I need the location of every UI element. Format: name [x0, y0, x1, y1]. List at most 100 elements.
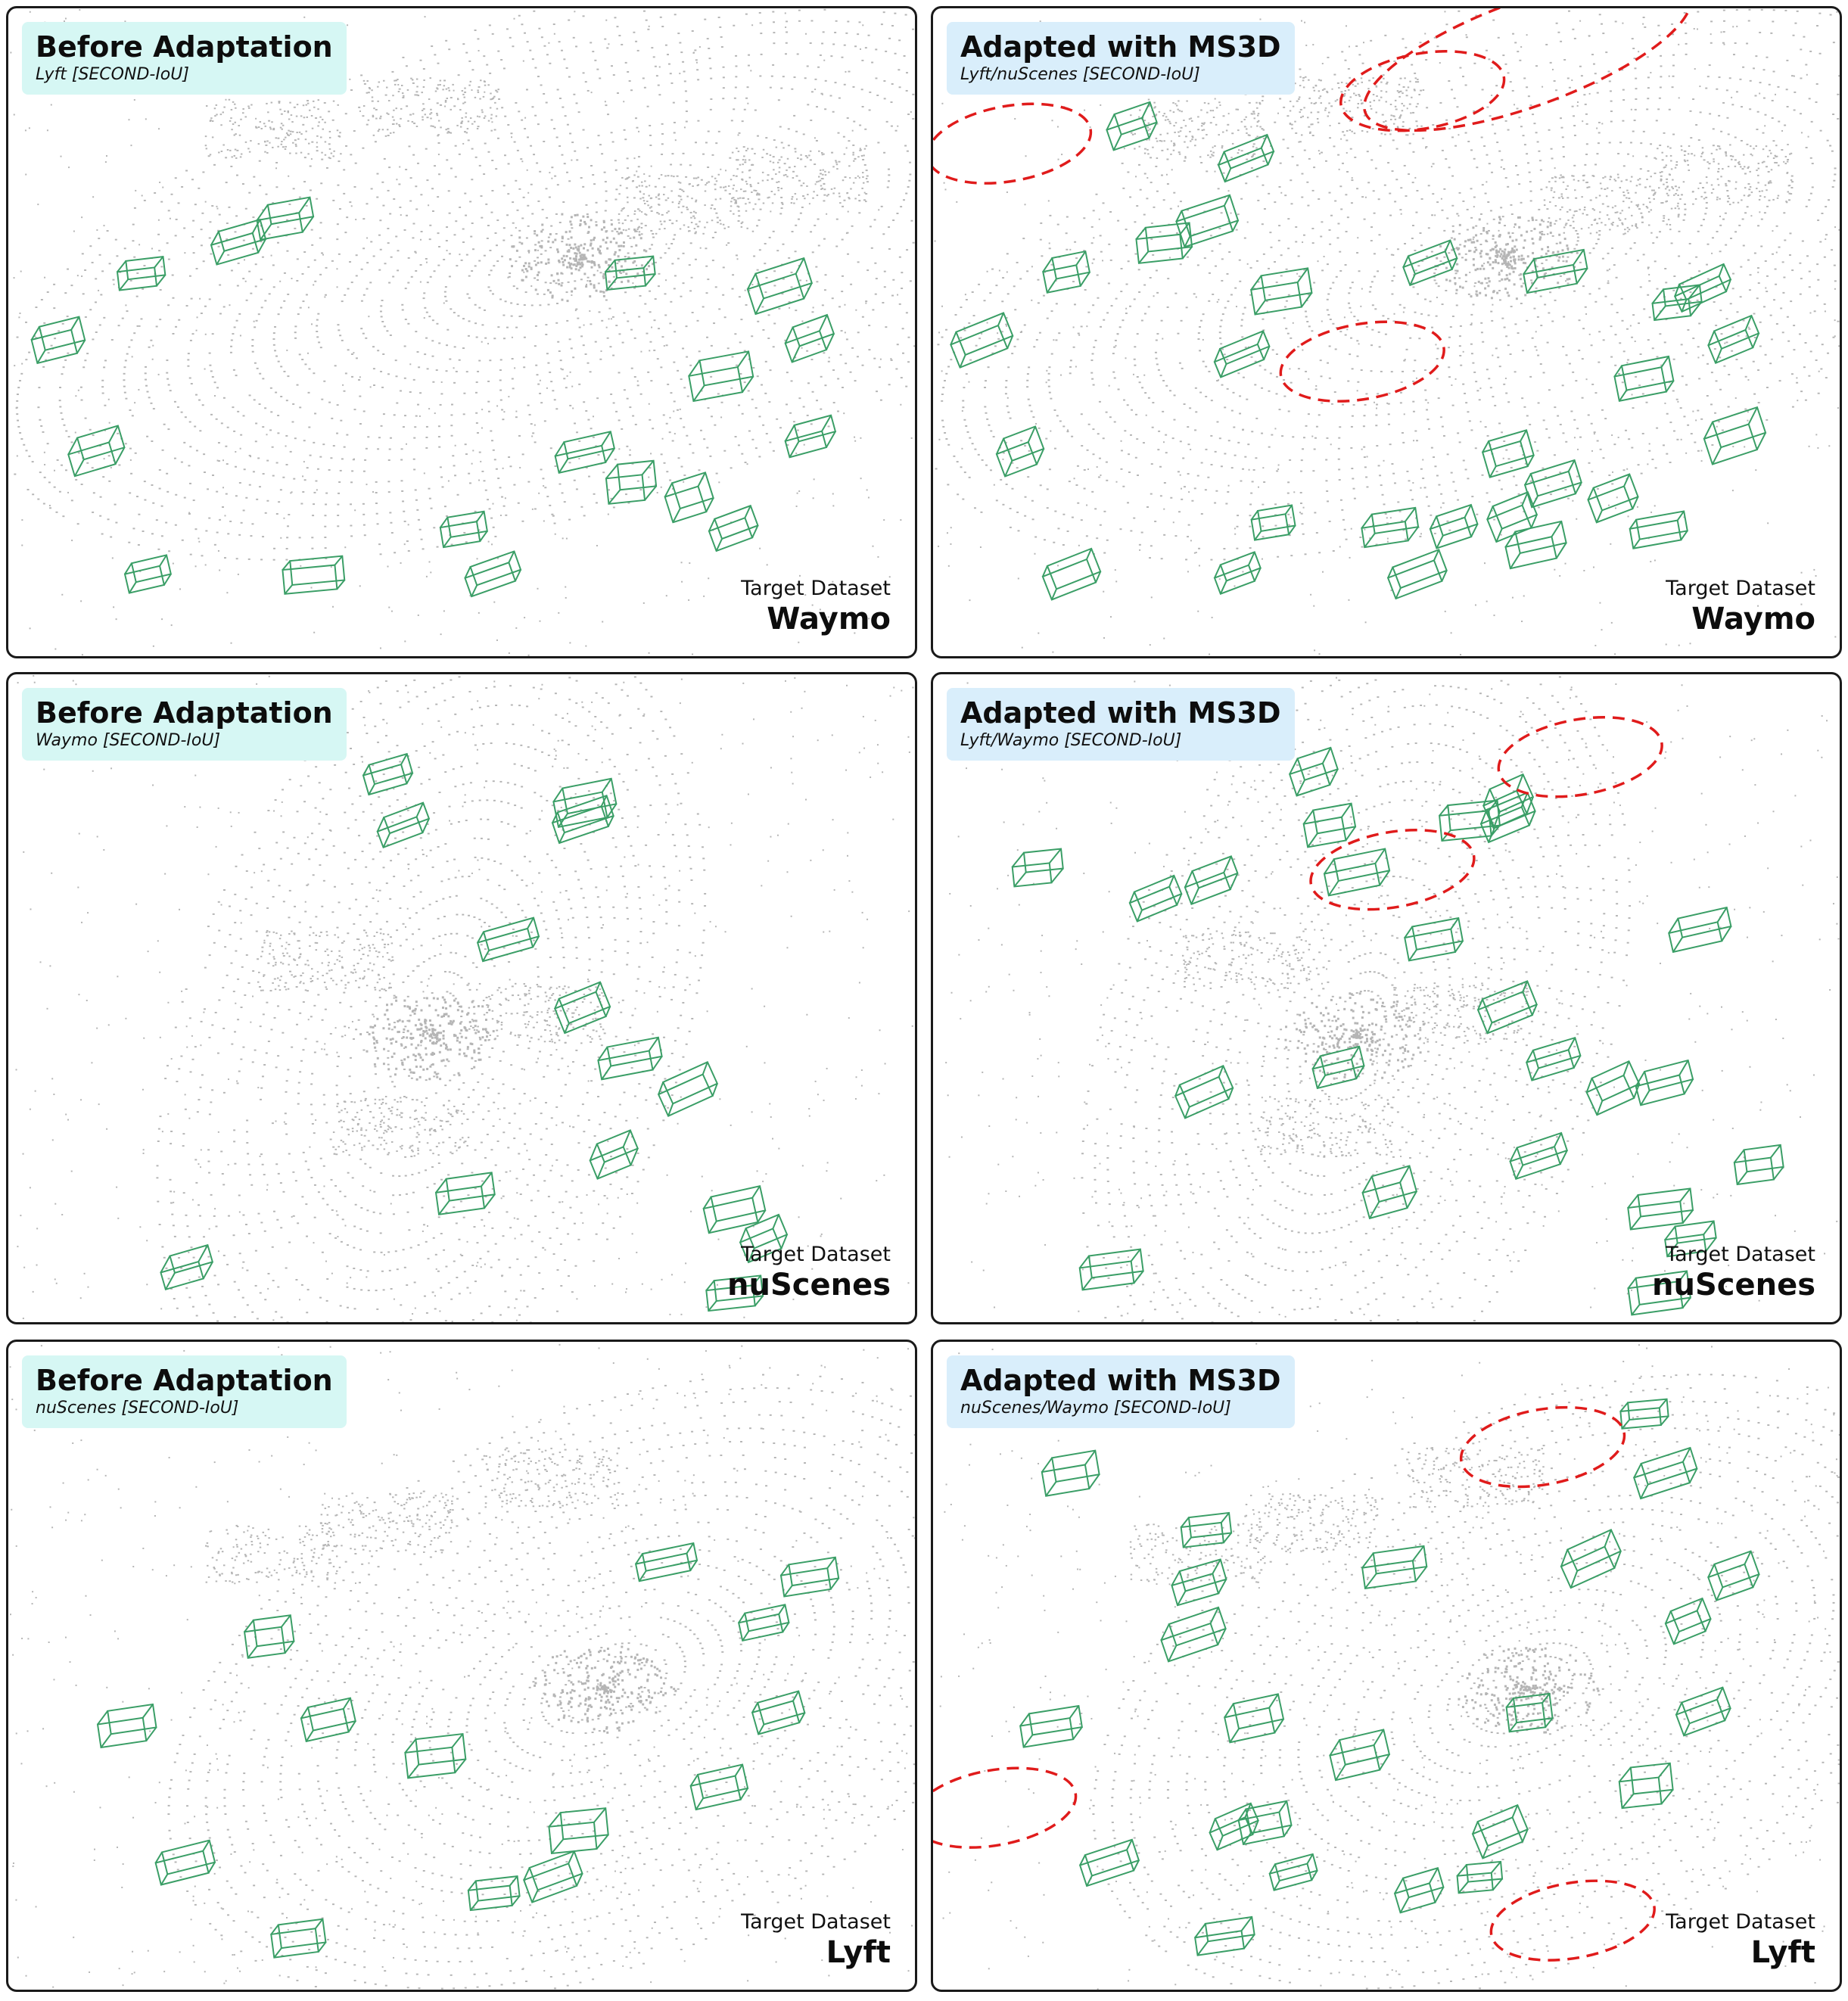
bounding-box [751, 1690, 806, 1735]
bounding-box [1481, 429, 1535, 478]
bounding-box [1733, 1144, 1784, 1186]
panel-lyft-to-waymo-adapted: Adapted with MS3D Lyft/nuScenes [SECOND-… [931, 6, 1842, 658]
bounding-box [1311, 1045, 1365, 1090]
detection-boxes [950, 101, 1767, 601]
bounding-box [554, 431, 616, 475]
target-name: nuScenes [1651, 1268, 1815, 1302]
method-title: Adapted with MS3D [960, 696, 1281, 730]
method-label: Adapted with MS3D nuScenes/Waymo [SECOND… [947, 1355, 1295, 1428]
bounding-box [1627, 1187, 1694, 1231]
bounding-box [1664, 1597, 1712, 1645]
detection-boxes [1019, 1398, 1760, 1956]
bounding-box [1629, 510, 1688, 549]
bounding-box [96, 1703, 157, 1749]
panel-nuscenes-to-lyft-adapted: Adapted with MS3D nuScenes/Waymo [SECOND… [931, 1340, 1842, 1992]
bounding-box [1329, 1729, 1391, 1782]
point-cloud-scene [945, 676, 1840, 1322]
source-model: nuScenes [SECOND-IoU] [36, 1399, 239, 1418]
target-name: Lyft [1750, 1935, 1815, 1970]
point-cloud-scene [9, 1343, 915, 1990]
lidar-points [15, 674, 914, 1322]
bounding-box [1288, 746, 1339, 797]
bounding-box [1619, 1398, 1669, 1430]
point-cloud-scene [933, 1343, 1840, 1990]
highlight-ellipse [1363, 8, 1693, 132]
bounding-box [708, 504, 759, 552]
bounding-box [551, 795, 614, 845]
bounding-box [1106, 101, 1158, 151]
lidar-points [939, 1343, 1840, 1990]
detection-boxes [30, 196, 837, 598]
bounding-box [1171, 1558, 1227, 1607]
source-model: Lyft [SECOND-IoU] [36, 65, 189, 84]
bounding-box [1011, 848, 1064, 888]
bounding-box [362, 752, 414, 796]
target-name: nuScenes [726, 1268, 891, 1302]
method-title: Before Adaptation [36, 30, 333, 64]
method-label: Before Adaptation nuScenes [SECOND-IoU] [22, 1355, 347, 1428]
target-caption: Target Dataset [741, 1243, 891, 1266]
bounding-box [737, 1604, 790, 1642]
bounding-box [1439, 799, 1501, 842]
source-model: nuScenes/Waymo [SECOND-IoU] [960, 1399, 1231, 1418]
method-title: Adapted with MS3D [960, 1364, 1281, 1397]
bounding-box [1175, 194, 1240, 248]
bounding-box [376, 801, 431, 848]
bounding-box [1505, 1692, 1554, 1733]
bounding-box [1707, 1550, 1760, 1601]
bounding-box [1361, 1165, 1418, 1220]
bounding-box [467, 1875, 521, 1912]
bounding-box [597, 1036, 663, 1081]
bounding-box [589, 1129, 639, 1180]
bounding-box [689, 1763, 749, 1811]
bounding-box [1471, 1803, 1529, 1859]
method-title: Before Adaptation [36, 696, 333, 730]
bounding-box [154, 1839, 216, 1886]
bounding-box [1041, 547, 1102, 601]
bounding-box [1224, 1693, 1285, 1744]
improvement-highlights [933, 1405, 1656, 1962]
bounding-box [1217, 133, 1275, 183]
bounding-box [657, 1060, 719, 1117]
bounding-box [1393, 1866, 1445, 1914]
panel-nuscenes-to-lyft-before: Before Adaptation nuScenes [SECOND-IoU] … [6, 1340, 917, 1992]
panel-waymo-to-nuscenes-before: Before Adaptation Waymo [SECOND-IoU] Tar… [6, 672, 917, 1324]
bounding-box [1128, 874, 1183, 923]
highlight-ellipse [1309, 829, 1476, 911]
bounding-box [1404, 916, 1464, 962]
bounding-box [1213, 551, 1262, 595]
bounding-box [1361, 506, 1420, 549]
bounding-box [123, 554, 173, 594]
bounding-box [256, 196, 315, 241]
bounding-box [1323, 848, 1391, 897]
bounding-box [300, 1697, 356, 1743]
target-dataset-label: Target Dataset nuScenes [727, 1242, 891, 1302]
bounding-box [1078, 1838, 1140, 1887]
improvement-highlights [933, 8, 1693, 403]
bounding-box [1402, 239, 1458, 287]
method-title: Before Adaptation [36, 1364, 333, 1397]
detection-boxes [1011, 746, 1784, 1316]
bounding-box [1041, 1449, 1100, 1497]
source-model: Lyft/nuScenes [SECOND-IoU] [960, 65, 1200, 84]
bounding-box [1673, 263, 1732, 313]
bounding-box [522, 1850, 583, 1903]
bounding-box [476, 916, 540, 963]
bounding-box [1250, 504, 1296, 541]
bounding-box [1635, 1059, 1694, 1106]
target-dataset-label: Target Dataset Lyft [741, 1909, 891, 1970]
bounding-box [1135, 222, 1193, 264]
bounding-box [439, 510, 488, 549]
bounding-box [784, 313, 835, 363]
bounding-box [1361, 1545, 1428, 1589]
bounding-box [282, 555, 346, 595]
bounding-box [552, 777, 618, 829]
bounding-box [1174, 1064, 1234, 1119]
bounding-box [464, 550, 522, 598]
bounding-box [30, 316, 86, 365]
source-model: Waymo [SECOND-IoU] [36, 731, 221, 750]
point-cloud-scene [933, 8, 1840, 656]
target-dataset-label: Target Dataset Waymo [1666, 576, 1815, 636]
target-dataset-label: Target Dataset nuScenes [1652, 1242, 1815, 1302]
bounding-box [1429, 503, 1479, 549]
